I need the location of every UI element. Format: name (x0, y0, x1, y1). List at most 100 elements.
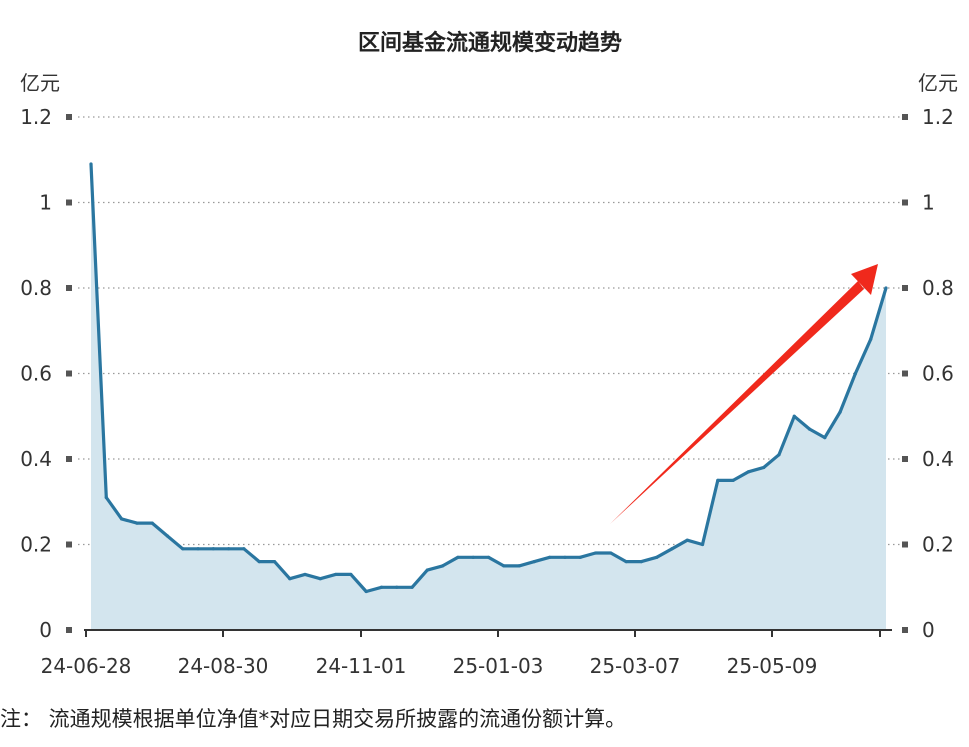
y-tick-mark-left (66, 114, 72, 120)
data-point (853, 371, 858, 376)
data-point (364, 589, 368, 594)
trend-arrow (610, 264, 878, 524)
x-tick-label: 25-03-07 (590, 654, 681, 678)
x-tick-label: 24-06-28 (41, 654, 132, 678)
data-point (777, 453, 781, 457)
y-tick-mark-right (902, 627, 908, 633)
data-point (456, 555, 460, 559)
data-point (593, 551, 598, 555)
x-axis: 24-06-28 24-08-30 24-11-01 25-01-03 25-03-07… (41, 629, 892, 678)
y-tick-label-right: 0.2 (922, 533, 954, 557)
data-point (655, 555, 659, 559)
data-point (716, 478, 720, 482)
data-point (563, 555, 567, 559)
data-point (578, 555, 582, 559)
data-point (303, 572, 307, 577)
data-point (89, 162, 93, 166)
data-point (410, 585, 414, 589)
data-point (104, 495, 108, 500)
data-point (288, 577, 292, 581)
data-point (609, 551, 613, 555)
data-point (762, 465, 766, 470)
y-tick-label-right: 1 (922, 191, 935, 215)
y-tick-mark-right (902, 541, 908, 548)
y-tick-label-right: 0.8 (922, 276, 954, 300)
y-tick-label-right: 0.6 (922, 362, 954, 386)
data-point (517, 564, 521, 568)
y-tick-label-right: 0.4 (922, 447, 954, 471)
data-point (135, 521, 139, 525)
data-point (441, 564, 445, 568)
data-point (823, 436, 827, 440)
y-tick-label-left: 0.4 (20, 447, 52, 471)
y-tick-mark-right (902, 285, 908, 291)
y-tick-label-left: 0 (39, 618, 52, 642)
y-tick-mark-left (66, 285, 72, 291)
y-tick-label-left: 1.2 (20, 105, 52, 129)
data-point (670, 547, 674, 551)
y-axis-unit-right: 亿元 (918, 71, 958, 95)
data-point (838, 410, 842, 414)
data-point (257, 560, 261, 564)
y-tick-label-left: 0.6 (20, 362, 52, 386)
plot-area (89, 162, 888, 630)
data-point (272, 560, 277, 564)
series-area (91, 164, 886, 630)
data-point (486, 555, 491, 559)
footnote: 注： 流通规模根据单位净值*对应日期交易所披露的流通份额计算。 (0, 707, 627, 731)
data-point (196, 547, 200, 551)
y-tick-mark-right (902, 199, 908, 206)
y-tick-mark-left (66, 370, 72, 377)
data-point (211, 547, 215, 551)
y-tick-mark-right (902, 456, 908, 462)
y-tick-label-right: 1.2 (922, 105, 954, 129)
data-point (349, 572, 353, 577)
y-axis-right: 0 0.2 0.4 0.6 0.8 1 1.2 (902, 105, 954, 642)
data-point (700, 542, 705, 547)
data-point (624, 560, 628, 564)
data-point (792, 414, 796, 418)
data-point (548, 555, 552, 559)
arrow-shaft (610, 281, 864, 524)
y-tick-label-left: 0.2 (20, 533, 52, 557)
y-axis-left: 0 0.2 0.4 0.6 0.8 1 1.2 (20, 105, 72, 642)
y-tick-mark-right (902, 370, 908, 377)
data-point (226, 547, 231, 551)
data-point (318, 577, 322, 581)
data-point (119, 517, 124, 521)
y-tick-mark-left (66, 541, 72, 548)
data-point (471, 555, 475, 559)
data-point (884, 286, 888, 290)
y-tick-mark-left (66, 199, 72, 206)
y-tick-label-left: 0.8 (20, 276, 52, 300)
arrow-head (851, 264, 878, 295)
data-point (807, 427, 812, 431)
x-tick-label: 24-11-01 (316, 654, 407, 678)
data-point (379, 585, 384, 589)
data-point (639, 560, 643, 564)
x-tick-label: 25-01-03 (453, 654, 544, 678)
y-tick-mark-right (902, 114, 908, 120)
data-point (242, 547, 246, 551)
data-point (532, 560, 536, 564)
y-tick-label-right: 0 (922, 618, 935, 642)
data-point (731, 478, 735, 482)
y-tick-label-left: 1 (39, 191, 52, 215)
data-point (150, 521, 154, 525)
y-tick-mark-left (66, 627, 72, 633)
data-point (425, 568, 429, 572)
data-point (395, 585, 399, 589)
data-point (165, 534, 170, 538)
chart-canvas: 区间基金流通规模变动趋势 亿元 亿元 0 0.2 0.4 0.6 0.8 1 1.2 0 0.… (20, 30, 958, 678)
chart-title: 区间基金流通规模变动趋势 (358, 30, 622, 56)
y-axis-unit-left: 亿元 (20, 71, 60, 95)
data-point (334, 572, 338, 577)
data-point (869, 337, 873, 341)
data-point (685, 538, 689, 542)
x-tick-label: 24-08-30 (178, 654, 269, 678)
data-point (502, 564, 506, 568)
y-tick-mark-left (66, 456, 72, 462)
data-point (181, 547, 185, 551)
data-point (746, 470, 751, 474)
x-tick-label: 25-05-09 (727, 654, 818, 678)
